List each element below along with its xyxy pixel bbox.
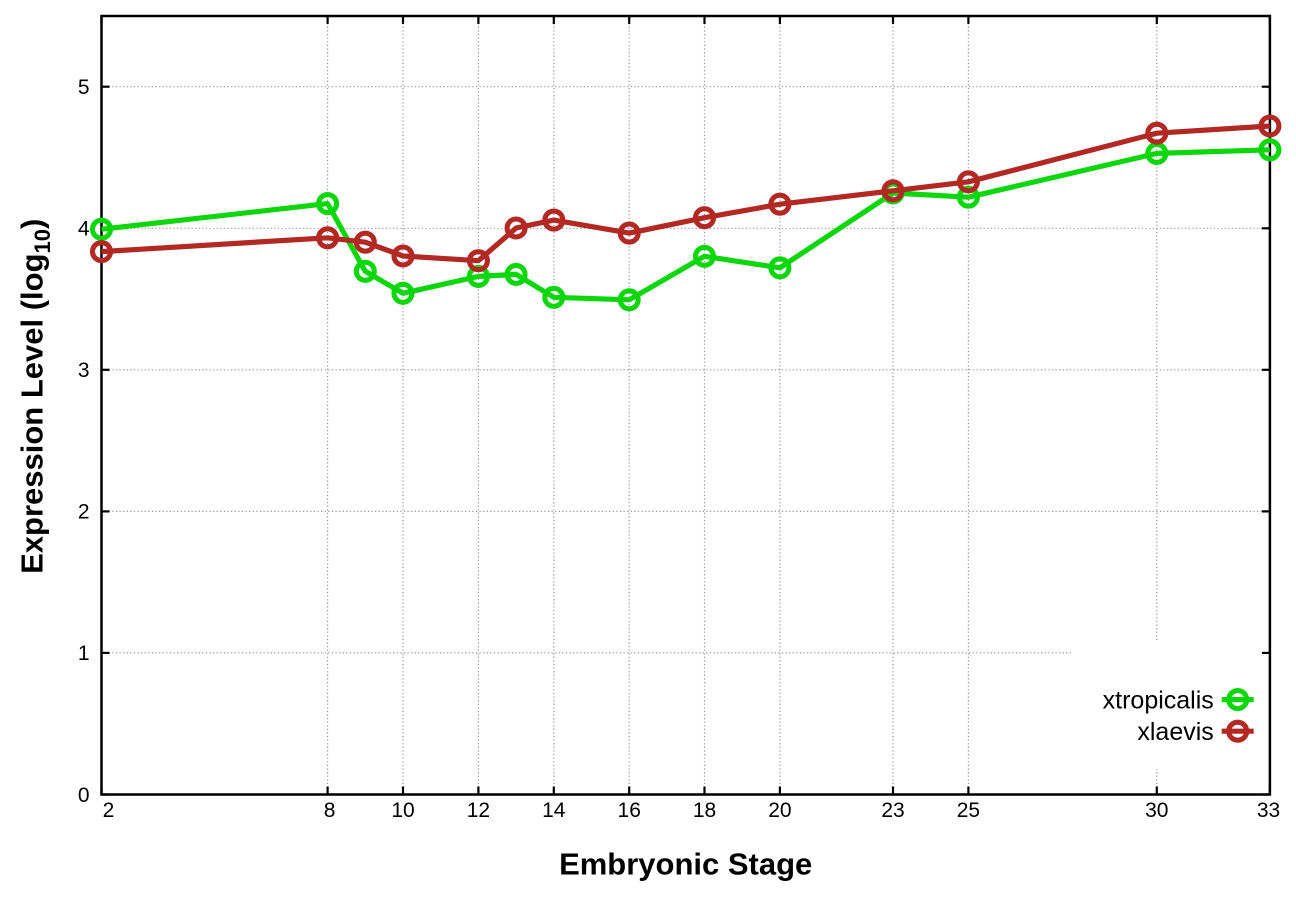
svg-text:10: 10 xyxy=(391,799,414,822)
svg-text:18: 18 xyxy=(693,799,716,822)
svg-text:12: 12 xyxy=(467,799,490,822)
svg-text:2: 2 xyxy=(103,799,115,822)
svg-text:5: 5 xyxy=(78,76,90,99)
svg-text:8: 8 xyxy=(324,799,336,822)
svg-text:16: 16 xyxy=(618,799,641,822)
svg-text:2: 2 xyxy=(78,501,90,524)
svg-text:Embryonic Stage: Embryonic Stage xyxy=(559,847,812,882)
svg-text:xtropicalis: xtropicalis xyxy=(1103,686,1214,714)
svg-text:3: 3 xyxy=(78,359,90,382)
svg-text:1: 1 xyxy=(78,642,90,665)
svg-text:4: 4 xyxy=(78,218,90,241)
svg-text:33: 33 xyxy=(1257,799,1280,822)
svg-text:xlaevis: xlaevis xyxy=(1137,718,1213,746)
svg-text:20: 20 xyxy=(768,799,791,822)
svg-text:25: 25 xyxy=(957,799,980,822)
svg-text:0: 0 xyxy=(78,784,90,807)
svg-text:14: 14 xyxy=(542,799,566,822)
svg-text:30: 30 xyxy=(1145,799,1168,822)
svg-text:Expression Level (log10): Expression Level (log10) xyxy=(14,219,55,574)
svg-text:23: 23 xyxy=(881,799,904,822)
